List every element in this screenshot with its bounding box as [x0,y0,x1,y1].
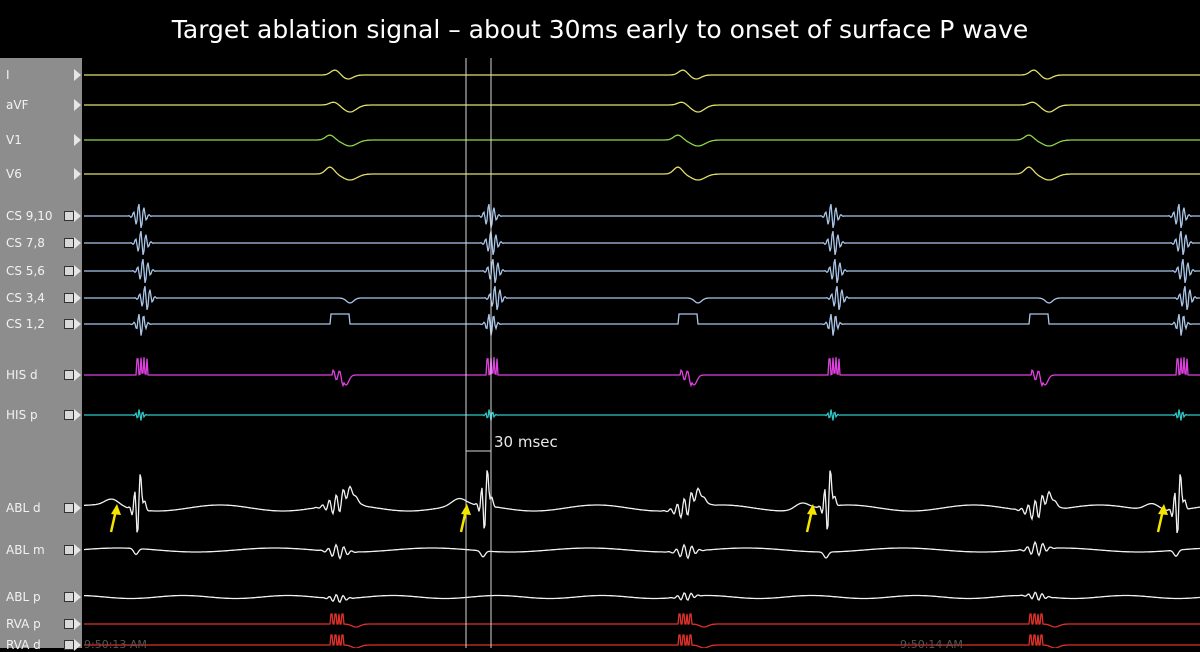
trace-CS78 [84,231,1200,255]
trace-CS56 [84,259,1200,283]
trace-ABLp [84,591,1200,604]
channel-label-CS12: CS 1,2 [6,317,45,331]
trace-V6 [84,166,1200,181]
channel-expand-arrow-icon-aVF[interactable] [74,99,81,111]
channel-gain-box-HISd[interactable] [64,370,74,380]
channel-label-CS34: CS 3,4 [6,291,45,305]
channel-gain-box-HISp[interactable] [64,410,74,420]
channel-label-RVAp: RVA p [6,617,41,631]
channel-expand-arrow-icon-CS56[interactable] [74,265,81,277]
channel-label-ABLd: ABL d [6,501,41,515]
trace-HISd [84,357,1200,388]
trace-CS910 [84,204,1200,228]
time-stamp-2: 9:50:14 AM [900,638,963,651]
channel-expand-arrow-icon-V1[interactable] [74,134,81,146]
channel-gain-box-CS34[interactable] [64,293,74,303]
channel-expand-arrow-icon-RVAd[interactable] [74,639,81,651]
marker-arrow-icon-1 [109,504,121,533]
channel-label-aVF: aVF [6,98,29,112]
channel-expand-arrow-icon-HISd[interactable] [74,369,81,381]
channel-expand-arrow-icon-ABLm[interactable] [74,544,81,556]
channel-gain-box-RVAp[interactable] [64,619,74,629]
channel-gain-box-CS78[interactable] [64,238,74,248]
channel-label-CS910: CS 9,10 [6,209,53,223]
channel-expand-arrow-icon-CS12[interactable] [74,318,81,330]
trace-ABLd [83,470,1200,534]
channel-gain-box-CS56[interactable] [64,266,74,276]
trace-V1 [84,134,1200,147]
channel-expand-arrow-icon-I[interactable] [74,69,81,81]
channel-label-RVAd: RVA d [6,638,41,652]
channel-label-CS78: CS 7,8 [6,236,45,250]
channel-label-V1: V1 [6,133,22,147]
channel-gain-box-ABLp[interactable] [64,592,74,602]
channel-expand-arrow-icon-CS910[interactable] [74,210,81,222]
channel-expand-arrow-icon-RVAp[interactable] [74,618,81,630]
channel-label-HISp: HIS p [6,408,38,422]
slide-title-bar: Target ablation signal – about 30ms earl… [0,0,1200,58]
ecg-trace-canvas[interactable] [82,58,1200,648]
trace-ABLm [83,540,1200,560]
channel-gain-box-CS12[interactable] [64,319,74,329]
time-stamp-1: 9:50:13 AM [84,638,147,651]
marker-arrow-icon-2 [459,504,471,533]
trace-HISp [84,409,1200,421]
channel-expand-arrow-icon-ABLd[interactable] [74,502,81,514]
trace-RVAp [84,613,1200,628]
slide-title: Target ablation signal – about 30ms earl… [171,14,1029,44]
marker-arrow-icon-3 [805,504,817,533]
channel-label-I: I [6,68,10,82]
channel-expand-arrow-icon-V6[interactable] [74,168,81,180]
caliper-measurement-label: 30 msec [494,433,558,451]
channel-expand-arrow-icon-HISp[interactable] [74,409,81,421]
channel-gain-box-RVAd[interactable] [64,640,74,650]
channel-expand-arrow-icon-ABLp[interactable] [74,591,81,603]
channel-expand-arrow-icon-CS34[interactable] [74,292,81,304]
channel-label-ABLm: ABL m [6,543,45,557]
trace-I [84,69,1200,80]
channel-expand-arrow-icon-CS78[interactable] [74,237,81,249]
trace-CS12 [84,313,1200,336]
channel-gain-box-ABLd[interactable] [64,503,74,513]
trace-RVAd [84,634,1200,648]
channel-gain-box-ABLm[interactable] [64,545,74,555]
channel-gain-box-CS910[interactable] [64,211,74,221]
trace-aVF [84,101,1200,113]
channel-label-V6: V6 [6,167,22,181]
channel-label-ABLp: ABL p [6,590,41,604]
channel-label-HISd: HIS d [6,368,38,382]
marker-arrow-icon-4 [1156,504,1168,533]
channel-label-CS56: CS 5,6 [6,264,45,278]
trace-CS34 [84,286,1200,310]
